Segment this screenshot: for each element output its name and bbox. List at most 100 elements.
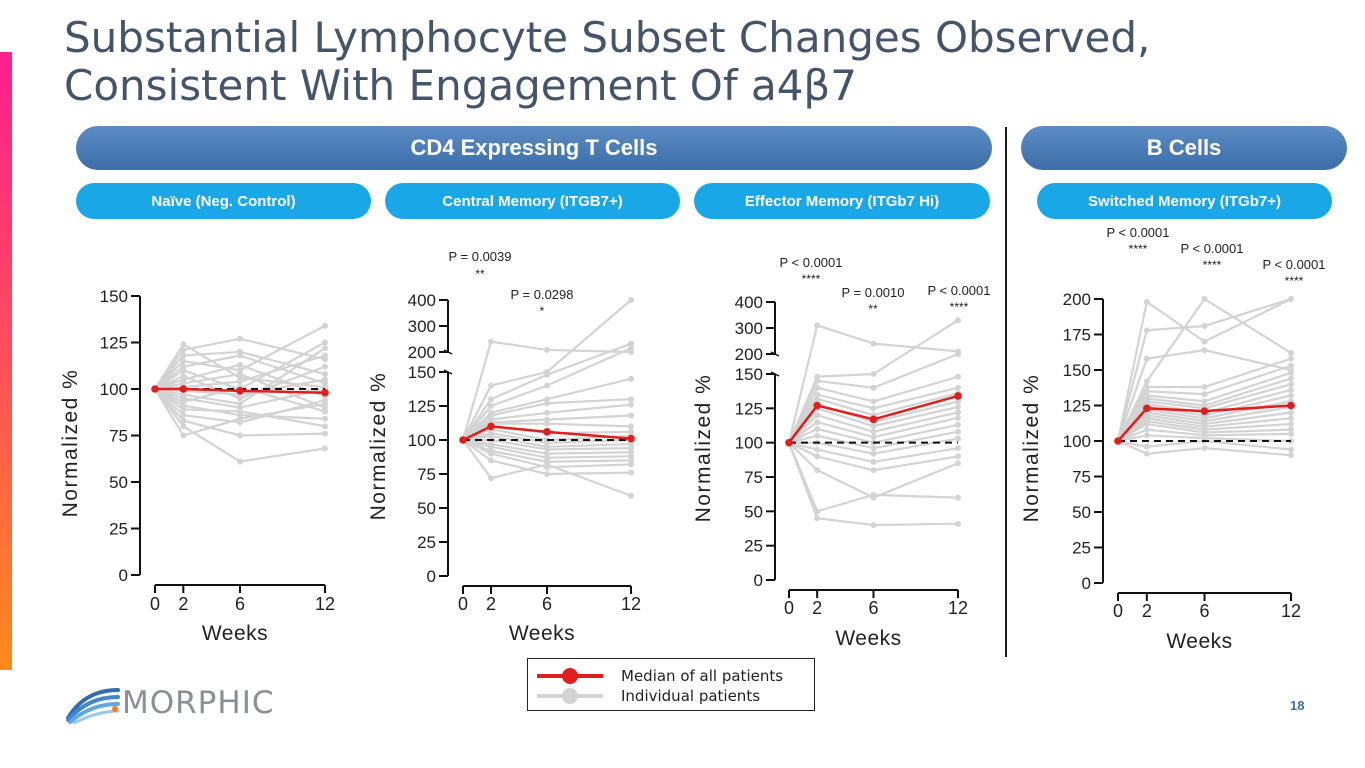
- individual-patient-point: [1288, 415, 1294, 422]
- p-value-annotation: P < 0.0001: [1106, 225, 1169, 240]
- x-axis-label: Weeks: [202, 622, 268, 645]
- significance-stars: ****: [1285, 274, 1304, 288]
- x-tick-label: 0: [458, 594, 468, 614]
- individual-patient-line: [462, 347, 632, 441]
- individual-patient-point: [488, 450, 494, 457]
- individual-patient-point: [1143, 298, 1150, 305]
- individual-patient-point: [544, 409, 550, 416]
- y-tick-label: 100: [408, 431, 436, 450]
- individual-patient-point: [322, 339, 328, 346]
- x-tick-label: 2: [486, 594, 496, 614]
- y-tick-label: 300: [408, 317, 436, 336]
- median-line: [1117, 404, 1292, 442]
- x-tick-label: 6: [235, 594, 245, 614]
- individual-patient-point: [180, 412, 187, 419]
- individual-patient-point: [814, 467, 821, 474]
- individual-patient-point: [955, 460, 961, 467]
- median-point: [1200, 407, 1209, 415]
- individual-patient-line: [462, 299, 632, 441]
- median-point: [954, 392, 962, 400]
- page-number: 18: [1290, 698, 1305, 713]
- individual-patient-point: [1201, 347, 1208, 354]
- individual-patient-point: [237, 378, 243, 385]
- significance-stars: ****: [802, 272, 821, 286]
- individual-patient-point: [1288, 452, 1294, 459]
- individual-patient-line: [788, 441, 959, 464]
- individual-patient-point: [544, 471, 550, 477]
- individual-patient-point: [544, 346, 550, 353]
- individual-patient-point: [322, 408, 328, 415]
- legend-individual-label: Individual patients: [621, 687, 761, 705]
- y-tick-label: 75: [109, 427, 128, 446]
- individual-patient-point: [1143, 426, 1150, 433]
- y-tick-label: 50: [109, 473, 128, 492]
- x-tick-label: 12: [1281, 601, 1301, 621]
- individual-patient-point: [628, 375, 634, 382]
- individual-patient-line: [1117, 422, 1292, 442]
- median-point: [1143, 404, 1151, 413]
- individual-patient-point: [870, 522, 877, 529]
- individual-patient-point: [322, 400, 328, 407]
- individual-patient-point: [814, 515, 821, 522]
- y-axis-label: Normalized %: [692, 374, 715, 523]
- legend: Median of all patients Individual patien…: [527, 658, 815, 711]
- individual-patient-point: [628, 297, 634, 303]
- individual-patient-point: [1288, 430, 1294, 437]
- p-value-annotation: P < 0.0001: [1180, 241, 1243, 256]
- x-tick-label: 2: [812, 598, 822, 618]
- individual-patient-line: [1117, 297, 1292, 442]
- individual-patient-point: [814, 373, 821, 380]
- individual-patient-line: [154, 324, 326, 390]
- y-tick-label: 125: [735, 399, 763, 418]
- slide-title-line-2: Consistent With Engagement Of a4β7: [64, 61, 857, 110]
- individual-patient-point: [488, 403, 494, 409]
- individual-patient-line: [1117, 411, 1292, 442]
- individual-patient-line: [1117, 434, 1292, 443]
- individual-patient-point: [237, 352, 243, 359]
- individual-patient-point: [1288, 420, 1294, 427]
- y-axis-label: Normalized %: [59, 369, 82, 518]
- individual-patient-point: [544, 461, 550, 468]
- p-value-annotation: P < 0.0001: [779, 255, 842, 270]
- individual-patient-point: [814, 395, 821, 402]
- individual-patient-point: [628, 396, 634, 403]
- individual-patient-point: [955, 445, 961, 452]
- individual-patient-line: [1116, 349, 1292, 442]
- individual-patient-point: [1288, 426, 1294, 433]
- individual-patient-line: [462, 432, 632, 444]
- individual-patient-point: [322, 415, 328, 422]
- individual-patient-point: [628, 401, 634, 408]
- y-tick-label: 50: [417, 499, 436, 518]
- panel-header-naive: Naïve (Neg. Control): [76, 183, 371, 219]
- y-tick-label: 200: [1063, 290, 1091, 309]
- significance-stars: ****: [1129, 242, 1148, 256]
- y-tick-label: 0: [119, 566, 128, 585]
- y-tick-label: 25: [109, 520, 128, 539]
- individual-patient-point: [955, 414, 961, 421]
- p-value-annotation: P < 0.0001: [1262, 257, 1325, 272]
- y-tick-label: 25: [1072, 539, 1091, 558]
- median-point: [151, 385, 159, 393]
- logo-text: MORPHIC: [122, 685, 275, 721]
- individual-patient-point: [1201, 398, 1208, 405]
- individual-patient-point: [544, 400, 550, 407]
- individual-patient-point: [322, 423, 328, 430]
- individual-patient-point: [955, 435, 961, 442]
- individual-patient-point: [870, 434, 877, 441]
- significance-stars: **: [868, 302, 878, 316]
- individual-patient-point: [628, 345, 634, 352]
- individual-patient-point: [955, 373, 961, 380]
- individual-patient-line: [462, 403, 632, 441]
- individual-patient-point: [488, 338, 494, 345]
- individual-patient-point: [1143, 450, 1150, 457]
- y-tick-label: 150: [100, 287, 128, 306]
- individual-patient-line: [787, 442, 959, 527]
- individual-patient-line: [154, 388, 326, 463]
- individual-patient-point: [1143, 432, 1150, 439]
- individual-patient-point: [322, 363, 328, 370]
- y-tick-label: 100: [735, 434, 763, 453]
- median-point: [785, 438, 793, 447]
- cd4-group-header: CD4 Expressing T Cells: [76, 126, 992, 170]
- individual-patient-point: [814, 425, 821, 432]
